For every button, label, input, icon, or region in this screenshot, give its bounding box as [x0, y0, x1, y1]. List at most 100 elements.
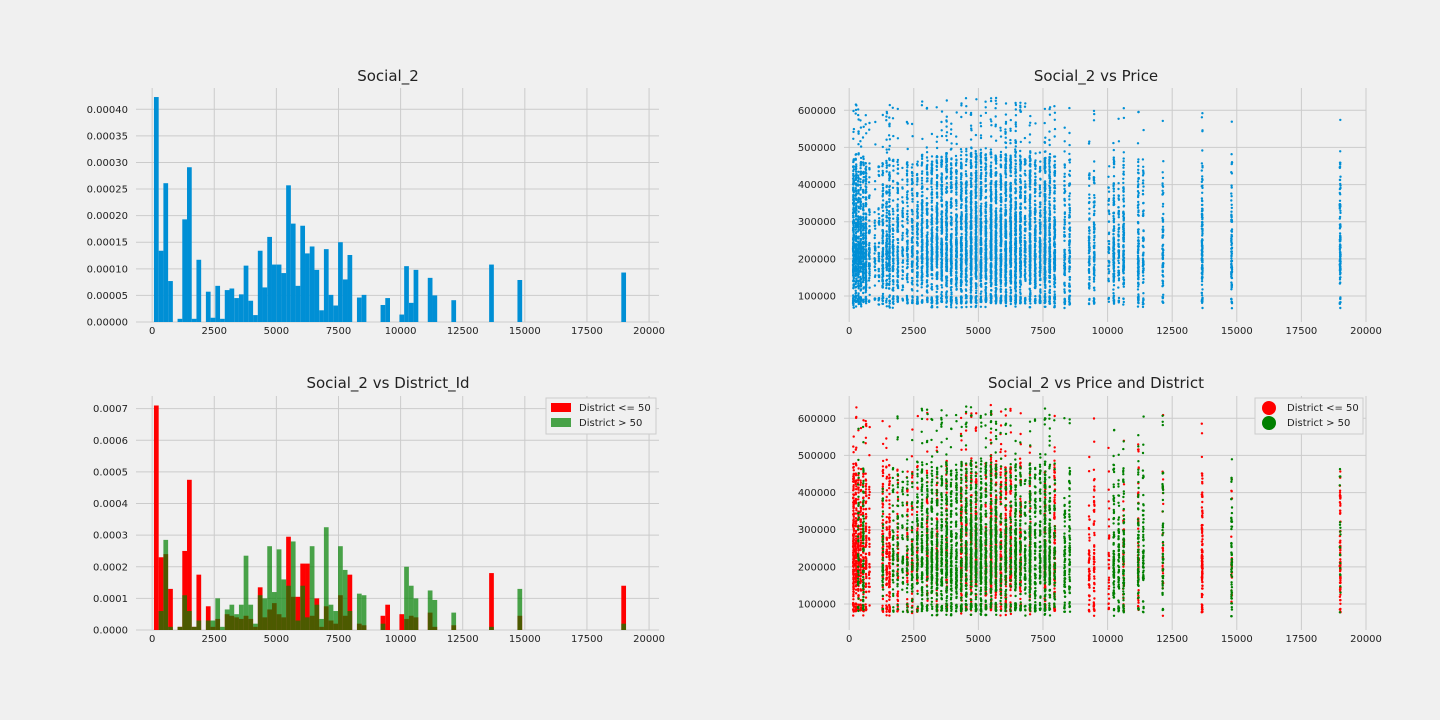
- point-0-2166: [925, 274, 929, 277]
- point-0-2820: [945, 256, 948, 259]
- point-0-1002: [873, 188, 877, 191]
- point-0-2238: [930, 181, 933, 185]
- point-0-4129: [979, 295, 983, 298]
- point-0-2307: [930, 306, 934, 309]
- point-0-3305: [959, 165, 963, 168]
- point-0-4321: [984, 227, 988, 230]
- point-0-4184: [979, 196, 983, 200]
- point-0-3447: [965, 196, 968, 199]
- y-axis-ticks: 0.000000.000050.000100.000150.000200.000…: [87, 105, 128, 329]
- point-0-490: [857, 153, 860, 156]
- point-0-908: [864, 202, 868, 206]
- point-0-4821: [995, 276, 998, 279]
- point-0-3443: [965, 160, 968, 163]
- point-0-366: [854, 296, 858, 300]
- point-0-2807: [945, 244, 948, 248]
- point-0-518: [857, 244, 860, 247]
- point-0-2900: [950, 198, 953, 201]
- point-0-3995: [974, 300, 978, 304]
- point-0-4615: [990, 249, 993, 252]
- point-0-1011: [873, 252, 876, 255]
- point-0-474: [857, 241, 860, 244]
- point-0-2951: [949, 274, 953, 277]
- point-0-1265: [885, 301, 888, 304]
- point-0-963: [868, 286, 871, 289]
- point-0-3759: [970, 268, 973, 271]
- point-0-1687: [906, 161, 909, 164]
- point-0-2867: [950, 147, 953, 150]
- point-0-1791: [910, 208, 914, 212]
- point-0-1424: [891, 117, 895, 120]
- point-0-4379: [984, 281, 987, 285]
- point-0-4181: [979, 305, 983, 308]
- point-0-1982: [921, 219, 924, 223]
- point-0-1012: [873, 275, 877, 279]
- point-0-4278: [984, 272, 988, 275]
- point-0-3351: [959, 185, 963, 188]
- point-0-2461: [935, 251, 938, 255]
- point-0-1472: [891, 243, 895, 246]
- point-0-2633: [940, 253, 944, 256]
- point-0-2473: [935, 247, 939, 251]
- point-0-2420: [935, 187, 939, 190]
- point-0-1367: [888, 235, 891, 238]
- point-0-1996: [920, 229, 924, 232]
- bar-a-41: [361, 294, 367, 322]
- point-0-3736: [970, 181, 973, 184]
- point-0-4365: [984, 162, 987, 165]
- point-0-4193: [980, 274, 983, 277]
- point-0-1198: [885, 274, 889, 277]
- point-0-1731: [911, 197, 914, 201]
- point-0-4185: [979, 181, 983, 185]
- point-0-217: [852, 179, 856, 182]
- point-0-208: [852, 188, 855, 192]
- point-0-3302: [960, 282, 963, 286]
- point-0-1185: [885, 211, 888, 214]
- point-0-3334: [960, 289, 963, 292]
- point-0-1362: [888, 256, 891, 259]
- bar-a-39: [347, 254, 353, 322]
- point-0-1789: [911, 245, 914, 248]
- point-0-2878: [950, 122, 953, 125]
- point-0-4777: [995, 102, 998, 106]
- point-0-1111: [881, 169, 884, 173]
- point-0-1260: [885, 252, 889, 255]
- point-0-1693: [906, 164, 909, 167]
- point-0-2287: [930, 196, 933, 199]
- point-0-1888: [916, 298, 919, 302]
- point-0-4197: [979, 237, 983, 241]
- point-0-937: [868, 241, 871, 245]
- point-0-928: [864, 161, 867, 165]
- point-0-2156: [925, 210, 929, 213]
- point-0-4352: [984, 158, 987, 161]
- point-0-3752: [970, 219, 973, 223]
- point-0-3159: [955, 255, 958, 258]
- bar-a-1: [158, 250, 164, 322]
- point-0-663: [859, 228, 862, 231]
- point-0-926: [864, 244, 868, 248]
- point-0-82: [852, 306, 855, 309]
- point-0-1394: [888, 198, 891, 201]
- point-0-481: [857, 118, 860, 121]
- point-0-1241: [885, 161, 888, 164]
- point-0-2154: [926, 252, 929, 255]
- point-0-1655: [906, 235, 909, 238]
- point-0-4860: [994, 185, 997, 189]
- point-0-476: [856, 184, 860, 187]
- point-0-715: [861, 136, 865, 139]
- point-0-1026: [873, 211, 876, 214]
- bar-a-9: [205, 291, 211, 322]
- point-0-835: [864, 182, 868, 185]
- point-0-2421: [935, 176, 939, 180]
- point-0-32: [852, 191, 855, 194]
- point-0-1380: [888, 210, 891, 213]
- point-0-2471: [935, 165, 939, 169]
- point-0-1162: [881, 171, 885, 175]
- point-0-4873: [994, 209, 998, 212]
- point-0-784: [862, 234, 865, 237]
- point-0-2128: [925, 177, 929, 180]
- point-0-3754: [969, 226, 972, 229]
- x-tick-label: 5000: [264, 326, 289, 337]
- point-0-897: [864, 217, 867, 220]
- point-0-4852: [995, 216, 998, 220]
